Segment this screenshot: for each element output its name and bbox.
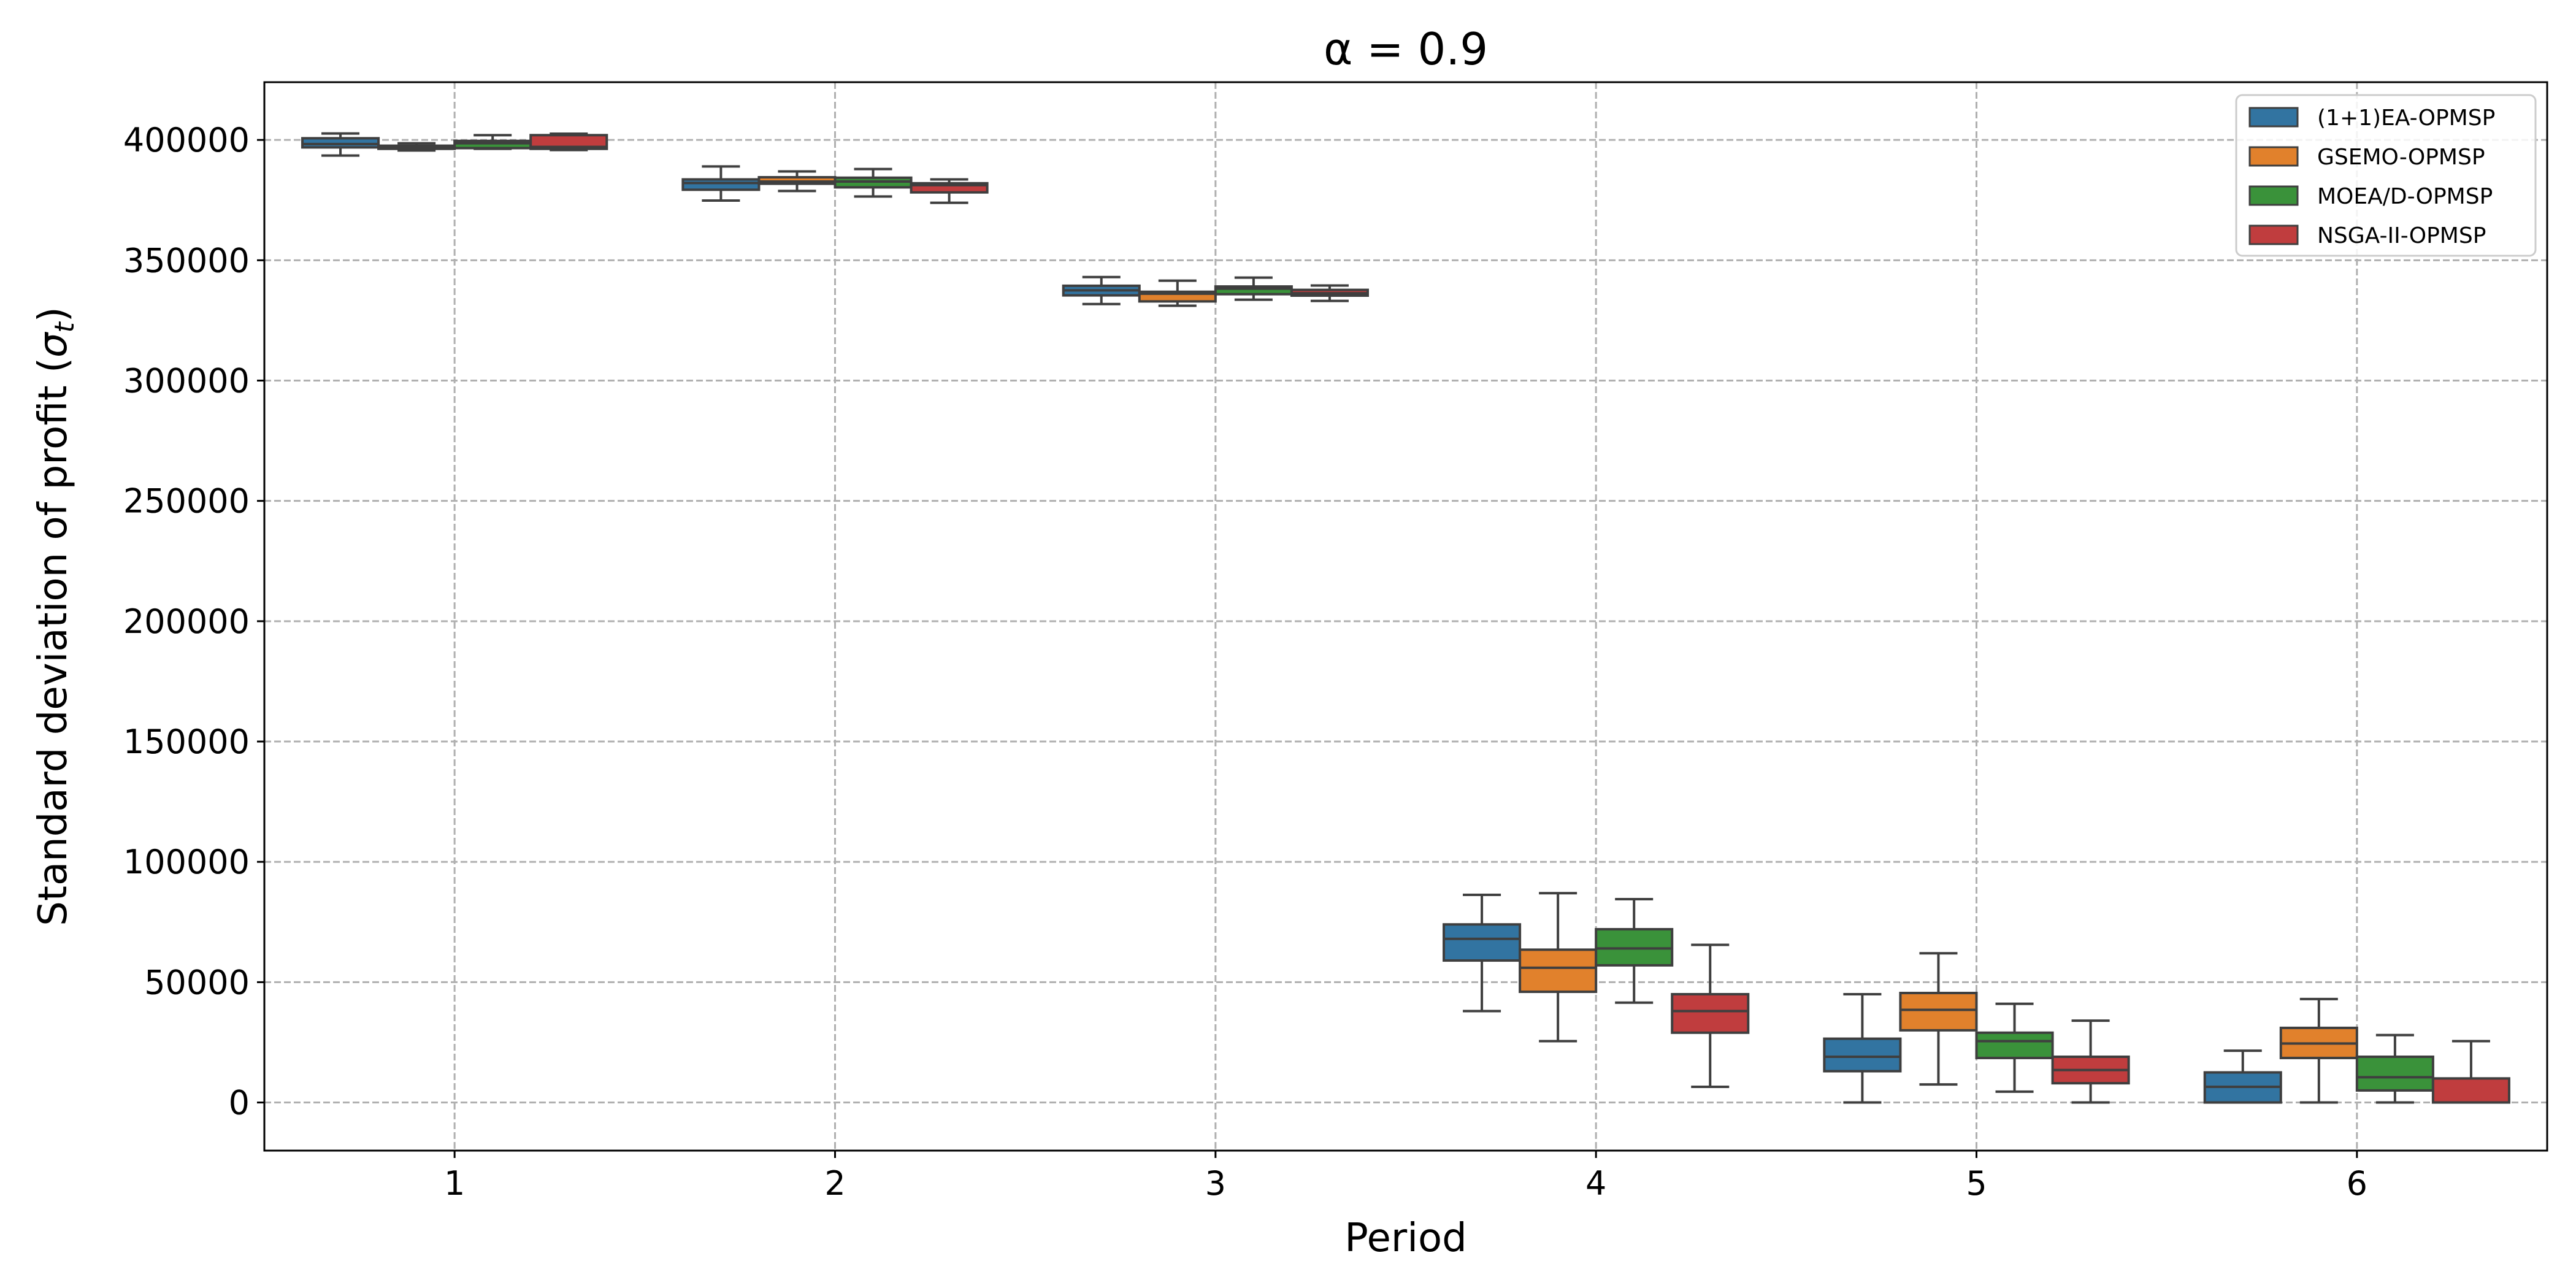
legend-label: (1+1)EA-OPMSP [2317, 105, 2495, 131]
y-tick-label: 50000 [144, 963, 250, 1002]
box-(1+1)EA-OPMSP-period-5 [1823, 992, 1902, 1104]
legend-swatch [2248, 107, 2299, 128]
x-tick-label: 3 [1205, 1164, 1226, 1203]
legend-frame [2235, 94, 2537, 257]
legend-swatch [2248, 185, 2299, 206]
box-MOEA/D-OPMSP-period-2 [834, 167, 913, 198]
box-NSGA-II-OPMSP-period-5 [2051, 1019, 2130, 1104]
x-tick-label: 5 [1966, 1164, 1987, 1203]
y-tick-label: 150000 [123, 723, 250, 761]
box-MOEA/D-OPMSP-period-6 [2355, 1033, 2434, 1104]
legend-label: GSEMO-OPMSP [2317, 145, 2485, 170]
y-axis-label: Standard deviation of profit (σt) [31, 307, 80, 926]
box-iqr [1443, 923, 1522, 962]
box-GSEMO-OPMSP-period-5 [1899, 952, 1978, 1086]
y-tick-label: 200000 [123, 602, 250, 641]
x-tick-label: 1 [444, 1164, 465, 1203]
box-iqr [2355, 1055, 2434, 1092]
y-tick-label: 300000 [123, 362, 250, 401]
box-GSEMO-OPMSP-period-4 [1519, 892, 1598, 1043]
y-tick-label: 0 [229, 1084, 250, 1122]
legend-swatch [2248, 146, 2299, 167]
chart-title: α = 0.9 [1324, 23, 1488, 75]
box-iqr [681, 178, 761, 191]
legend-swatch [2248, 224, 2299, 245]
box-iqr [529, 134, 608, 150]
legend-label: NSGA-II-OPMSP [2317, 223, 2486, 248]
boxes [301, 132, 2510, 1104]
plot-frame [263, 81, 2548, 1152]
y-tick-label: 350000 [123, 241, 250, 280]
box-iqr [1671, 992, 1750, 1034]
legend-label: MOEA/D-OPMSP [2317, 184, 2493, 209]
y-axis: 0 50000 100000 150000 200000 250000 300000 3500… [123, 121, 264, 1122]
x-tick-label: 2 [824, 1164, 845, 1203]
box-NSGA-II-OPMSP-period-4 [1671, 943, 1750, 1089]
box-iqr [1975, 1031, 2054, 1059]
y-tick-label: 400000 [123, 121, 250, 159]
x-axis: 1 2 3 4 5 6 [444, 1151, 2367, 1203]
legend: (1+1)EA-OPMSP GSEMO-OPMSP MOEA/D-OPMSP NSGA… [2235, 94, 2537, 257]
box-(1+1)EA-OPMSP-period-1 [301, 132, 380, 157]
box-GSEMO-OPMSP-period-1 [377, 142, 456, 152]
box-iqr [1899, 992, 1978, 1032]
box-MOEA/D-OPMSP-period-5 [1975, 1002, 2054, 1093]
x-tick-label: 4 [1585, 1164, 1606, 1203]
x-axis-label: Period [1344, 1216, 1467, 1261]
box-GSEMO-OPMSP-period-3 [1138, 279, 1217, 307]
box-GSEMO-OPMSP-period-6 [2279, 997, 2358, 1104]
y-tick-label: 100000 [123, 843, 250, 881]
x-tick-label: 6 [2347, 1164, 2367, 1203]
box-(1+1)EA-OPMSP-period-4 [1443, 893, 1522, 1013]
box-NSGA-II-OPMSP-period-2 [910, 178, 989, 204]
box-(1+1)EA-OPMSP-period-3 [1062, 275, 1141, 305]
box-iqr [1823, 1037, 1902, 1073]
box-NSGA-II-OPMSP-period-3 [1290, 284, 1369, 302]
box-(1+1)EA-OPMSP-period-6 [2203, 1049, 2282, 1104]
box-MOEA/D-OPMSP-period-3 [1214, 276, 1293, 301]
y-tick-label: 250000 [123, 482, 250, 521]
box-iqr [1519, 948, 1598, 994]
box-NSGA-II-OPMSP-period-1 [529, 132, 608, 151]
box-iqr [2431, 1077, 2510, 1104]
grid [264, 82, 2547, 1151]
box-NSGA-II-OPMSP-period-6 [2431, 1040, 2510, 1104]
box-MOEA/D-OPMSP-period-4 [1595, 898, 1674, 1004]
